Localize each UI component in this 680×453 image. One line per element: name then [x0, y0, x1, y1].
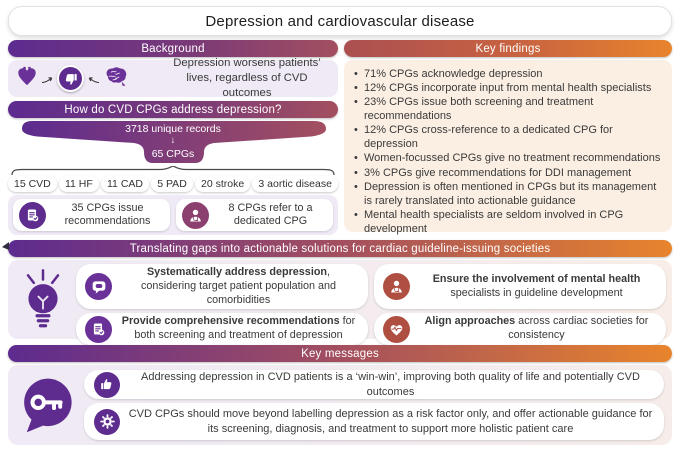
cpg-question-header: How do CVD CPGs address depression? — [8, 101, 338, 118]
solution-text-rest: , considering target patient population … — [140, 266, 337, 306]
finding-item: Women-focussed CPGs give no treatment re… — [354, 151, 662, 165]
arrow-left-icon — [87, 74, 100, 84]
key-message-text: Addressing depression in CVD patients is… — [141, 371, 640, 398]
key-messages-list: Addressing depression in CVD patients is… — [84, 370, 664, 440]
card-text: 35 CPGs issue recommendations — [64, 201, 151, 227]
solution-text: Ensure the involvement of mental health … — [416, 273, 657, 301]
lightbulb-icon — [14, 267, 72, 332]
finding-item: 12% CPGs cross-reference to a dedicated … — [354, 123, 662, 151]
category-pill: 15 CVD — [8, 176, 57, 192]
heart-icon — [16, 65, 38, 92]
left-column: Background — [8, 40, 338, 235]
solution-text-bold: Ensure the involvement of mental health — [432, 272, 641, 285]
solution-text: Provide comprehensive recommendations fo… — [118, 315, 359, 343]
key-messages-content: Addressing depression in CVD patients is… — [8, 365, 672, 445]
solution-card: Provide comprehensive recommendations fo… — [76, 313, 368, 346]
key-messages-header: Key messages — [8, 345, 672, 362]
funnel-bottom-label: 65 CPGs — [151, 148, 195, 160]
down-arrow-icon: ↓ — [170, 134, 176, 146]
solution-card: Systematically address depression, consi… — [76, 264, 368, 310]
solutions-grid: Systematically address depression, consi… — [76, 264, 666, 346]
arrow-right-icon — [41, 74, 54, 84]
key-message: Addressing depression in CVD patients is… — [84, 370, 664, 399]
heart-pulse-icon — [383, 315, 410, 343]
key-message-text: CVD CPGs should move beyond labelling de… — [128, 408, 653, 435]
category-pill: 11 CAD — [101, 176, 149, 192]
solutions-content: Systematically address depression, consi… — [8, 260, 672, 346]
solution-text-bold: Systematically address depression — [146, 266, 328, 278]
document-check-icon — [19, 201, 46, 229]
brace-icon — [11, 166, 335, 175]
funnel-top-label: 3718 unique records — [125, 123, 221, 135]
finding-item: 71% CPGs acknowledge depression — [354, 67, 662, 81]
solution-text: Systematically address depression, consi… — [118, 266, 359, 307]
solution-card: Align approaches across cardiac societie… — [374, 313, 666, 346]
key-messages-band: Key messages Addressi — [8, 345, 672, 445]
finding-item: 23% CPGs issue both screening and treatm… — [354, 95, 662, 123]
card-text: 8 CPGs refer to a dedicated CPG — [228, 201, 313, 227]
finding-item: Depression is often mentioned in CPGs bu… — [354, 180, 662, 208]
solution-text: Align approaches across cardiac societie… — [416, 315, 657, 343]
brain-icon — [103, 65, 130, 93]
page-title: Depression and cardiovascular disease — [8, 6, 672, 36]
background-description: Depression worsens patients’ lives, rega… — [173, 57, 321, 99]
category-pill: 20 stroke — [194, 176, 251, 192]
finding-item: Mental health specialists are seldom inv… — [354, 208, 662, 236]
solution-text-bold: Provide comprehensive recommendations — [121, 315, 340, 328]
thumbs-down-icon — [57, 65, 84, 92]
records-funnel: 3718 unique records ↓ 65 CPGs — [8, 121, 338, 165]
solution-card: Ensure the involvement of mental health … — [374, 264, 666, 310]
decorative-mark — [2, 242, 9, 250]
solutions-band: Translating gaps into actionable solutio… — [2, 240, 672, 346]
finding-item: 3% CPGs give recommendations for DDI man… — [354, 166, 662, 180]
speech-bubble-icon — [85, 273, 112, 301]
solution-text-rest: for both screening and treatment of depr… — [134, 315, 356, 342]
document-check-icon — [85, 315, 112, 343]
solutions-header: Translating gaps into actionable solutio… — [8, 240, 672, 257]
right-column: Key findings 71% CPGs acknowledge depres… — [344, 40, 672, 235]
category-pill: 11 HF — [58, 176, 99, 192]
cpg-category-pills: 15 CVD 11 HF 11 CAD 5 PAD 20 stroke 3 ao… — [8, 176, 338, 192]
key-findings-list: 71% CPGs acknowledge depression 12% CPGs… — [344, 60, 672, 235]
background-icons — [16, 65, 164, 93]
solution-text-bold: Align approaches — [424, 315, 516, 328]
background-header: Background — [8, 40, 338, 57]
background-content: Depression worsens patients’ lives, rega… — [8, 57, 338, 99]
key-findings-header: Key findings — [344, 40, 672, 57]
gear-icon — [94, 408, 120, 435]
category-pill: 5 PAD — [151, 176, 193, 192]
category-pill: 3 aortic disease — [252, 176, 338, 192]
doctor-icon — [182, 201, 209, 229]
thumbs-up-icon — [94, 371, 120, 398]
doctor-icon — [383, 273, 410, 301]
solution-text-rest: across cardiac societies for consistency — [508, 315, 649, 342]
cpg-summary-cards: 35 CPGs issue recommendations 8 CPGs ref… — [8, 195, 338, 235]
recommendations-card: 35 CPGs issue recommendations — [13, 199, 170, 231]
dedicated-cpg-card: 8 CPGs refer to a dedicated CPG — [176, 199, 333, 231]
solution-text-rest: specialists in guideline development — [450, 286, 623, 299]
key-speech-bubble-icon — [16, 376, 78, 434]
finding-item: 12% CPGs incorporate input from mental h… — [354, 81, 662, 95]
key-message: CVD CPGs should move beyond labelling de… — [84, 403, 664, 440]
